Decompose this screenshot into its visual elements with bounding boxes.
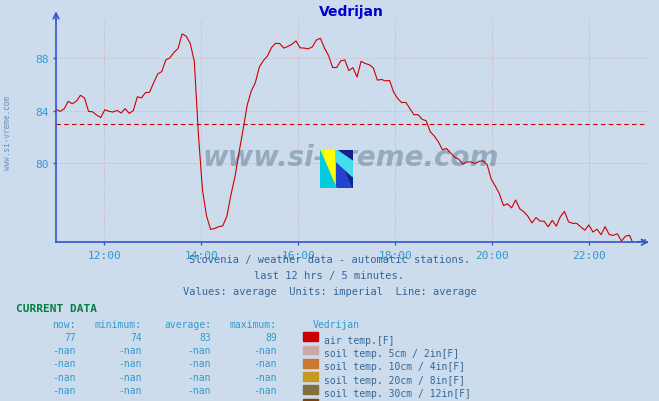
Text: -nan: -nan [52,358,76,369]
Text: -nan: -nan [253,372,277,382]
Text: -nan: -nan [253,345,277,355]
Text: -nan: -nan [118,358,142,369]
Text: -nan: -nan [52,372,76,382]
Text: -nan: -nan [118,345,142,355]
Text: 83: 83 [199,332,211,342]
Text: Vedrijan: Vedrijan [313,319,360,329]
Text: -nan: -nan [52,385,76,395]
Polygon shape [336,150,353,188]
Bar [336,150,353,188]
Text: -nan: -nan [118,385,142,395]
Text: soil temp. 10cm / 4in[F]: soil temp. 10cm / 4in[F] [324,362,465,371]
Text: 74: 74 [130,332,142,342]
Text: -nan: -nan [118,372,142,382]
Text: Values: average  Units: imperial  Line: average: Values: average Units: imperial Line: av… [183,287,476,297]
Text: 77: 77 [64,332,76,342]
Text: -nan: -nan [118,398,142,401]
Text: minimum:: minimum: [95,319,142,329]
Text: soil temp. 20cm / 8in[F]: soil temp. 20cm / 8in[F] [324,375,465,385]
Bar [320,150,336,188]
Text: -nan: -nan [253,358,277,369]
Text: -nan: -nan [253,385,277,395]
Text: -nan: -nan [253,398,277,401]
Text: average:: average: [164,319,211,329]
Text: www.si-vreme.com: www.si-vreme.com [203,144,499,172]
Text: -nan: -nan [187,358,211,369]
Text: -nan: -nan [52,398,76,401]
Text: 89: 89 [265,332,277,342]
Title: Vedrijan: Vedrijan [318,5,384,19]
Polygon shape [320,150,336,188]
Text: -nan: -nan [187,385,211,395]
Text: -nan: -nan [187,372,211,382]
Text: air temp.[F]: air temp.[F] [324,335,395,345]
Text: now:: now: [52,319,76,329]
Text: Slovenia / weather data - automatic stations.: Slovenia / weather data - automatic stat… [189,255,470,265]
Text: -nan: -nan [52,345,76,355]
Text: www.si-vreme.com: www.si-vreme.com [3,95,13,169]
Text: maximum:: maximum: [230,319,277,329]
Text: -nan: -nan [187,398,211,401]
Text: -nan: -nan [187,345,211,355]
Polygon shape [336,150,353,177]
Text: CURRENT DATA: CURRENT DATA [16,303,98,313]
Text: last 12 hrs / 5 minutes.: last 12 hrs / 5 minutes. [254,271,405,281]
Text: soil temp. 30cm / 12in[F]: soil temp. 30cm / 12in[F] [324,388,471,398]
Text: soil temp. 5cm / 2in[F]: soil temp. 5cm / 2in[F] [324,348,459,358]
